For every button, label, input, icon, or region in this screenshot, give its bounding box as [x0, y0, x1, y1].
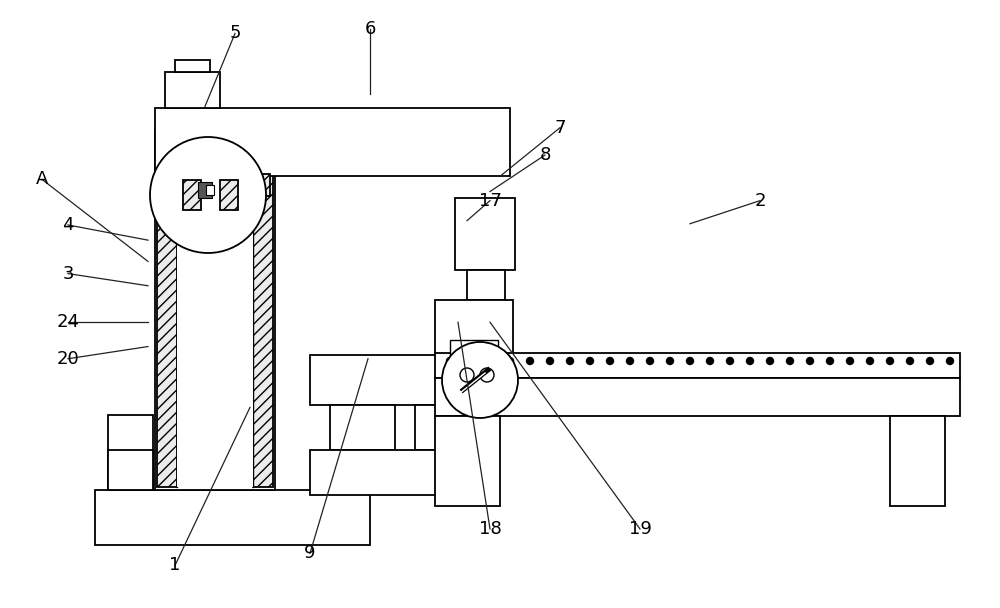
Circle shape — [606, 358, 614, 365]
Bar — [198, 182, 212, 198]
Bar — [188, 380, 208, 415]
Circle shape — [486, 358, 494, 365]
Bar — [455, 198, 515, 270]
Circle shape — [866, 358, 874, 365]
Text: 17: 17 — [479, 192, 501, 210]
Bar — [310, 355, 490, 405]
Text: 24: 24 — [56, 313, 80, 331]
Bar — [467, 270, 505, 300]
Bar — [108, 450, 153, 490]
Circle shape — [686, 358, 694, 365]
Polygon shape — [455, 356, 490, 375]
Bar — [435, 300, 513, 356]
Bar — [435, 378, 960, 416]
Bar — [95, 490, 370, 545]
Bar — [450, 340, 498, 356]
Bar — [180, 195, 248, 380]
Circle shape — [746, 358, 754, 365]
Circle shape — [826, 358, 834, 365]
Bar — [248, 174, 270, 196]
Bar — [177, 132, 253, 487]
Text: A: A — [36, 170, 48, 188]
Circle shape — [442, 342, 518, 418]
Bar — [220, 180, 238, 210]
Circle shape — [806, 358, 814, 365]
Circle shape — [480, 368, 494, 382]
Circle shape — [887, 358, 894, 365]
Circle shape — [507, 358, 514, 365]
Bar — [155, 108, 510, 176]
Bar — [310, 450, 490, 495]
Circle shape — [726, 358, 734, 365]
Circle shape — [767, 358, 774, 365]
Text: 20: 20 — [57, 350, 79, 368]
Text: 3: 3 — [62, 264, 74, 283]
Circle shape — [566, 358, 574, 365]
Circle shape — [526, 358, 534, 365]
Bar — [253, 132, 273, 487]
Text: 2: 2 — [754, 192, 766, 210]
Bar — [108, 415, 153, 490]
Circle shape — [466, 358, 474, 365]
Text: 8: 8 — [539, 146, 551, 164]
Bar — [330, 405, 395, 450]
Text: 4: 4 — [62, 216, 74, 234]
Bar — [415, 405, 480, 450]
Text: 5: 5 — [229, 24, 241, 43]
Text: 6: 6 — [364, 20, 376, 38]
Circle shape — [626, 358, 634, 365]
Circle shape — [586, 358, 594, 365]
Text: 9: 9 — [304, 544, 316, 562]
Bar — [155, 130, 275, 490]
Bar — [165, 72, 220, 108]
Bar — [206, 185, 214, 195]
Circle shape — [706, 358, 714, 365]
Text: 7: 7 — [554, 119, 566, 137]
Circle shape — [946, 358, 954, 365]
Bar — [890, 416, 945, 506]
Bar — [435, 416, 500, 506]
Circle shape — [150, 137, 266, 253]
Circle shape — [906, 358, 914, 365]
Bar — [183, 180, 201, 210]
Text: 18: 18 — [479, 520, 501, 538]
Text: 1: 1 — [169, 556, 181, 575]
Circle shape — [786, 358, 794, 365]
Circle shape — [460, 368, 474, 382]
Circle shape — [446, 358, 454, 365]
Bar — [435, 353, 960, 378]
Circle shape — [926, 358, 934, 365]
Bar — [200, 174, 222, 196]
Text: 19: 19 — [629, 520, 651, 538]
Bar — [157, 132, 177, 487]
Circle shape — [846, 358, 854, 365]
Circle shape — [546, 358, 554, 365]
Circle shape — [646, 358, 654, 365]
Bar — [175, 60, 210, 72]
Circle shape — [666, 358, 674, 365]
Bar — [192, 415, 204, 435]
